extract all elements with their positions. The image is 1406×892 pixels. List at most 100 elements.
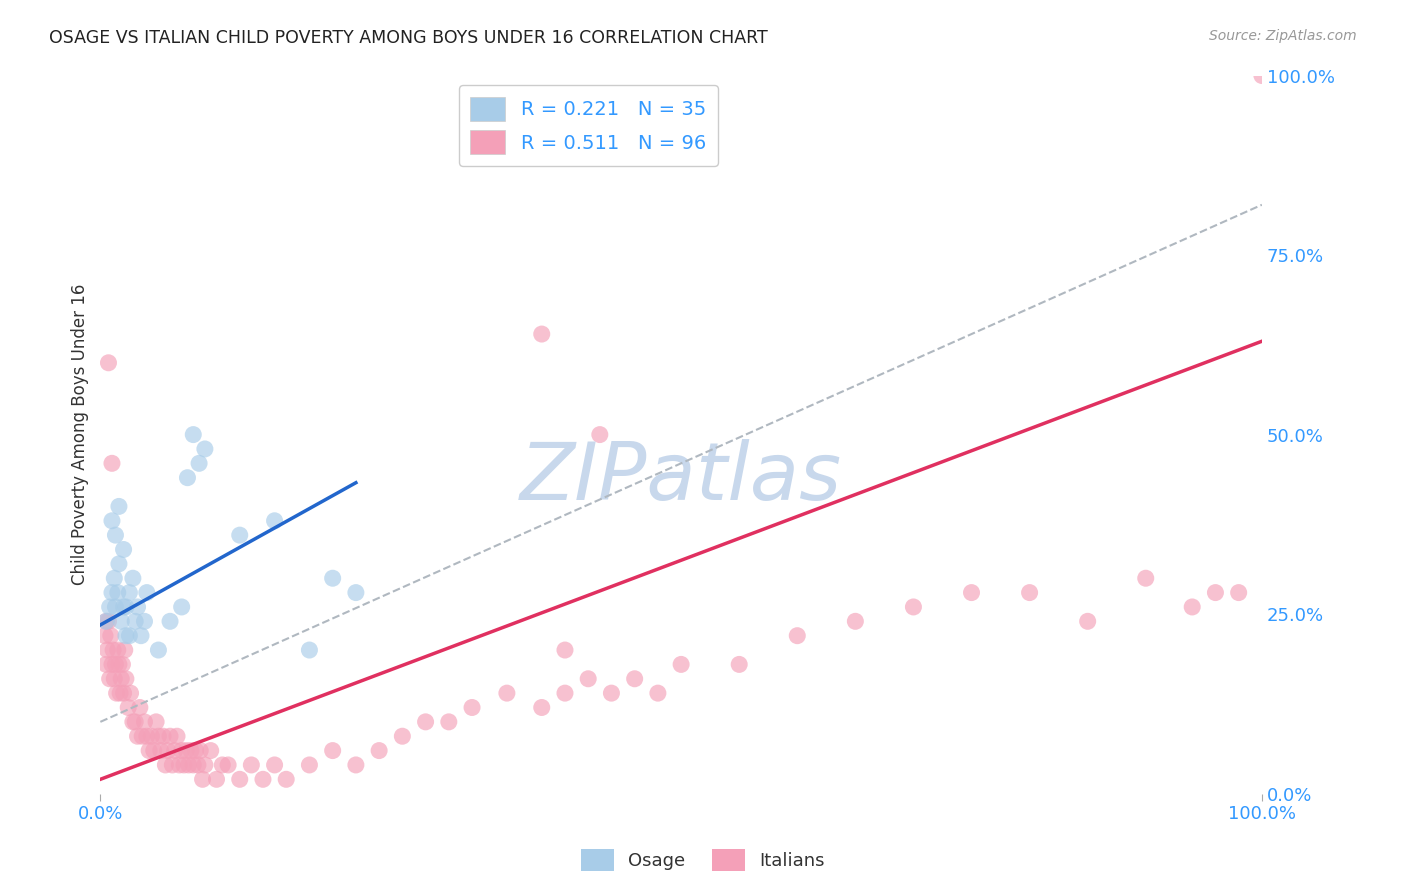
Point — [844, 615, 866, 629]
Point — [138, 743, 160, 757]
Point — [108, 686, 131, 700]
Point — [155, 758, 177, 772]
Point — [263, 758, 285, 772]
Point — [391, 729, 413, 743]
Point — [217, 758, 239, 772]
Point — [142, 743, 165, 757]
Point — [576, 672, 599, 686]
Point — [148, 643, 170, 657]
Point — [145, 714, 167, 729]
Y-axis label: Child Poverty Among Boys Under 16: Child Poverty Among Boys Under 16 — [72, 284, 89, 585]
Point — [647, 686, 669, 700]
Legend: R = 0.221   N = 35, R = 0.511   N = 96: R = 0.221 N = 35, R = 0.511 N = 96 — [458, 86, 718, 166]
Point — [152, 729, 174, 743]
Point — [173, 758, 195, 772]
Point — [122, 714, 145, 729]
Point — [461, 700, 484, 714]
Text: ZIPatlas: ZIPatlas — [520, 439, 842, 516]
Legend: Osage, Italians: Osage, Italians — [574, 842, 832, 879]
Point — [344, 758, 367, 772]
Point — [94, 629, 117, 643]
Point — [181, 427, 204, 442]
Point — [127, 729, 149, 743]
Point — [263, 514, 285, 528]
Point — [200, 743, 222, 757]
Point — [623, 672, 645, 686]
Point — [131, 729, 153, 743]
Point — [96, 615, 118, 629]
Point — [101, 643, 124, 657]
Point — [191, 772, 214, 787]
Point — [118, 585, 141, 599]
Point — [135, 729, 157, 743]
Point — [181, 758, 204, 772]
Point — [1077, 615, 1099, 629]
Point — [110, 672, 132, 686]
Point — [107, 643, 129, 657]
Point — [97, 356, 120, 370]
Point — [108, 500, 131, 514]
Point — [112, 686, 135, 700]
Point — [1018, 585, 1040, 599]
Point — [98, 672, 121, 686]
Point — [188, 743, 211, 757]
Point — [104, 657, 127, 672]
Point — [415, 714, 437, 729]
Point — [1251, 69, 1274, 83]
Point — [128, 700, 150, 714]
Point — [101, 456, 124, 470]
Point — [298, 758, 321, 772]
Point — [176, 471, 198, 485]
Point — [96, 615, 118, 629]
Point — [104, 599, 127, 614]
Point — [194, 758, 217, 772]
Point — [159, 615, 181, 629]
Point — [141, 729, 163, 743]
Point — [322, 571, 344, 585]
Point — [184, 743, 207, 757]
Text: Source: ZipAtlas.com: Source: ZipAtlas.com — [1209, 29, 1357, 43]
Point — [166, 729, 188, 743]
Point — [103, 571, 125, 585]
Point — [163, 743, 186, 757]
Point — [159, 729, 181, 743]
Point — [108, 657, 131, 672]
Point — [111, 657, 134, 672]
Point — [129, 629, 152, 643]
Point — [600, 686, 623, 700]
Point — [437, 714, 460, 729]
Point — [115, 672, 138, 686]
Point — [554, 686, 576, 700]
Point — [120, 686, 142, 700]
Point — [170, 599, 193, 614]
Point — [110, 615, 132, 629]
Point — [156, 743, 179, 757]
Point — [112, 599, 135, 614]
Point — [134, 615, 156, 629]
Point — [127, 599, 149, 614]
Point — [100, 629, 122, 643]
Point — [252, 772, 274, 787]
Point — [188, 456, 211, 470]
Point — [124, 615, 146, 629]
Point — [114, 643, 136, 657]
Point — [368, 743, 391, 757]
Point — [124, 714, 146, 729]
Point — [194, 442, 217, 456]
Point — [170, 743, 193, 757]
Point — [211, 758, 233, 772]
Point — [205, 772, 228, 787]
Point — [496, 686, 519, 700]
Point — [96, 643, 118, 657]
Point — [589, 427, 612, 442]
Point — [960, 585, 983, 599]
Point — [298, 643, 321, 657]
Point — [135, 585, 157, 599]
Point — [118, 629, 141, 643]
Text: OSAGE VS ITALIAN CHILD POVERTY AMONG BOYS UNDER 16 CORRELATION CHART: OSAGE VS ITALIAN CHILD POVERTY AMONG BOY… — [49, 29, 768, 46]
Point — [669, 657, 692, 672]
Point — [117, 700, 139, 714]
Point — [344, 585, 367, 599]
Point — [148, 729, 170, 743]
Point — [97, 615, 120, 629]
